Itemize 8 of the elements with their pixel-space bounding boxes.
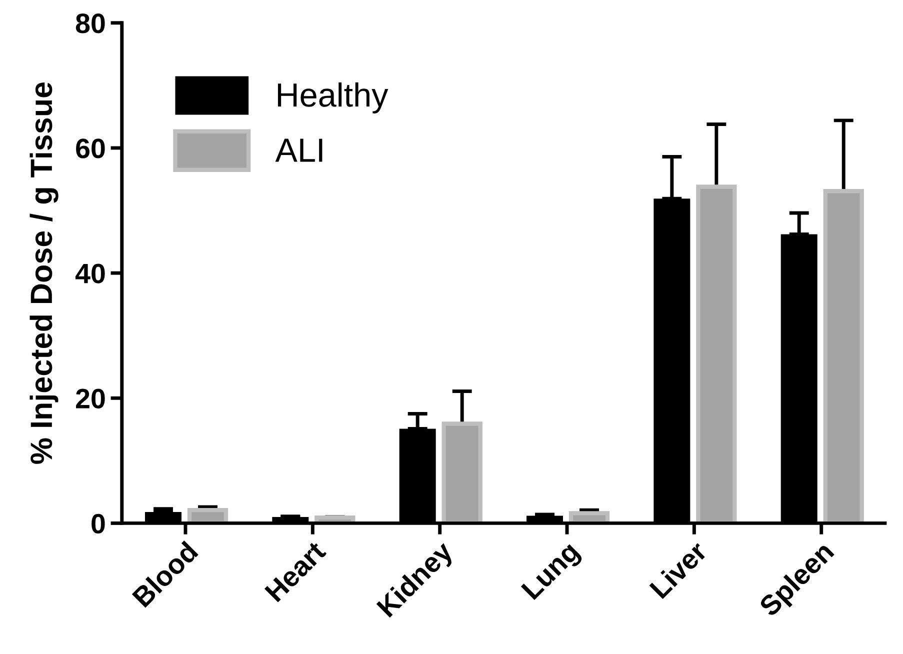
y-tick-label: 40: [75, 264, 105, 284]
legend-label: Healthy: [278, 82, 388, 114]
y-tick-label: 0: [92, 514, 105, 534]
legend-label: ALI: [275, 138, 322, 162]
y-tick-label: 80: [76, 14, 105, 34]
y-tick-label: 20: [76, 388, 105, 408]
y-tick-label: 60: [76, 138, 105, 158]
y-axis-title: % Injected Dose / g Tissue: [30, 82, 58, 464]
